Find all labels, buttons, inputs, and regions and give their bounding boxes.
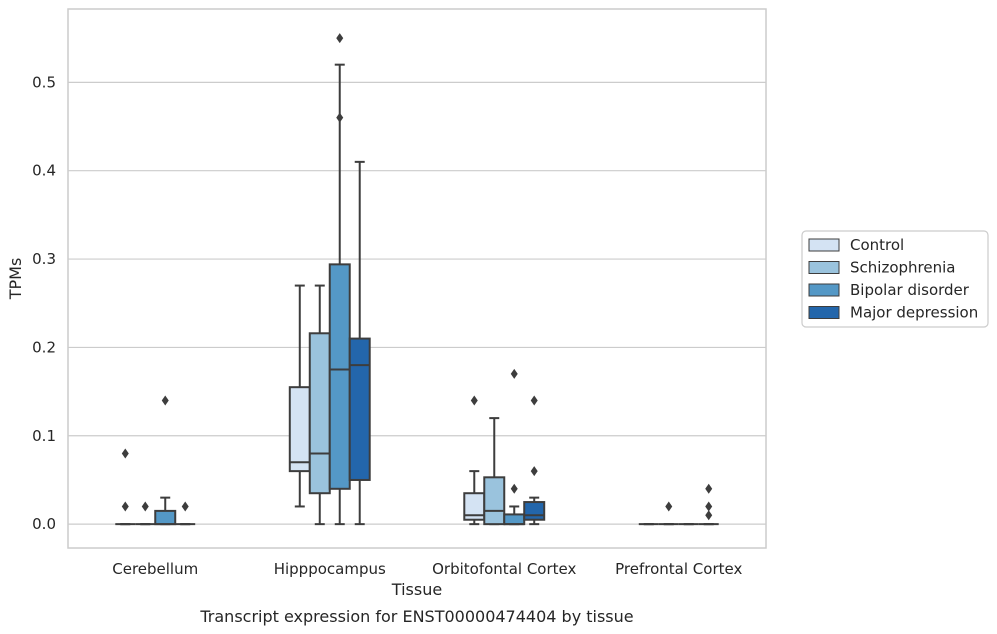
box-iqr (328, 263, 351, 490)
box-major-depression (175, 501, 196, 526)
outlier-point (121, 448, 129, 459)
y-tick-label: 0.0 (32, 515, 56, 533)
legend-swatch (808, 306, 840, 319)
outlier-point (181, 501, 189, 512)
box-control (115, 448, 136, 526)
outlier-point (470, 395, 478, 406)
x-axis-label: Tissue (391, 580, 442, 599)
box-major-depression (698, 483, 719, 526)
outlier-point (705, 510, 713, 521)
legend: Control Schizophrenia Bipolar disorder Majo… (801, 230, 989, 328)
box-control (288, 284, 311, 508)
outlier-point (121, 501, 129, 512)
legend-box (801, 230, 989, 328)
box-iqr (154, 509, 177, 526)
outlier-point (161, 395, 169, 406)
box-iqr (348, 337, 371, 481)
outlier-point (530, 395, 538, 406)
box-iqr (503, 513, 526, 526)
plot-frame (67, 8, 767, 549)
legend-label: Bipolar disorder (850, 281, 970, 299)
y-tick-label: 0.1 (32, 427, 56, 445)
x-tick-labels: Cerebellum Hipppocampus Orbitofontal Corte… (112, 560, 742, 578)
outlier-point (510, 483, 518, 494)
outlier-point (141, 501, 149, 512)
box-major-depression (348, 160, 371, 526)
y-tick-label: 0.5 (32, 73, 56, 91)
box-bipolar-disorder (503, 368, 526, 526)
y-tick-label: 0.3 (32, 250, 56, 268)
y-axis-label: TPMs (6, 258, 25, 301)
outlier-point (705, 483, 713, 494)
outlier-point (530, 466, 538, 477)
plot-area (68, 9, 766, 548)
box-bipolar-disorder (154, 395, 177, 526)
box-schizophrenia (308, 284, 331, 526)
x-tick-label: Cerebellum (112, 560, 198, 578)
legend-swatch (808, 261, 840, 274)
box-iqr (288, 386, 311, 473)
legend-swatch (808, 283, 840, 297)
outlier-point (665, 501, 673, 512)
x-tick-label: Hipppocampus (274, 560, 386, 578)
outlier-point (336, 33, 344, 44)
box-schizophrenia (135, 501, 156, 526)
x-tick-label: Prefrontal Cortex (615, 560, 742, 578)
outlier-point (510, 368, 518, 379)
box-iqr (308, 332, 331, 495)
outlier-point (336, 112, 344, 123)
legend-label: Control (850, 236, 904, 254)
chart-caption: Transcript expression for ENST0000047440… (199, 607, 633, 626)
box-bipolar-disorder (328, 33, 351, 526)
x-tick-label: Orbitofontal Cortex (432, 560, 576, 578)
legend-label: Schizophrenia (850, 259, 955, 277)
box-iqr (523, 501, 546, 521)
box-layer (115, 33, 719, 526)
outlier-point (705, 501, 713, 512)
box-schizophrenia (483, 417, 506, 526)
box-schizophrenia (658, 501, 679, 526)
legend-label: Major depression (850, 304, 978, 322)
legend-swatch (808, 238, 840, 252)
y-tick-labels: 0.0 0.1 0.2 0.3 0.4 0.5 (32, 73, 56, 533)
box-iqr (483, 476, 506, 526)
box-major-depression (523, 395, 546, 526)
box-control (463, 395, 486, 526)
y-tick-label: 0.4 (32, 162, 56, 180)
y-tick-label: 0.2 (32, 338, 56, 356)
